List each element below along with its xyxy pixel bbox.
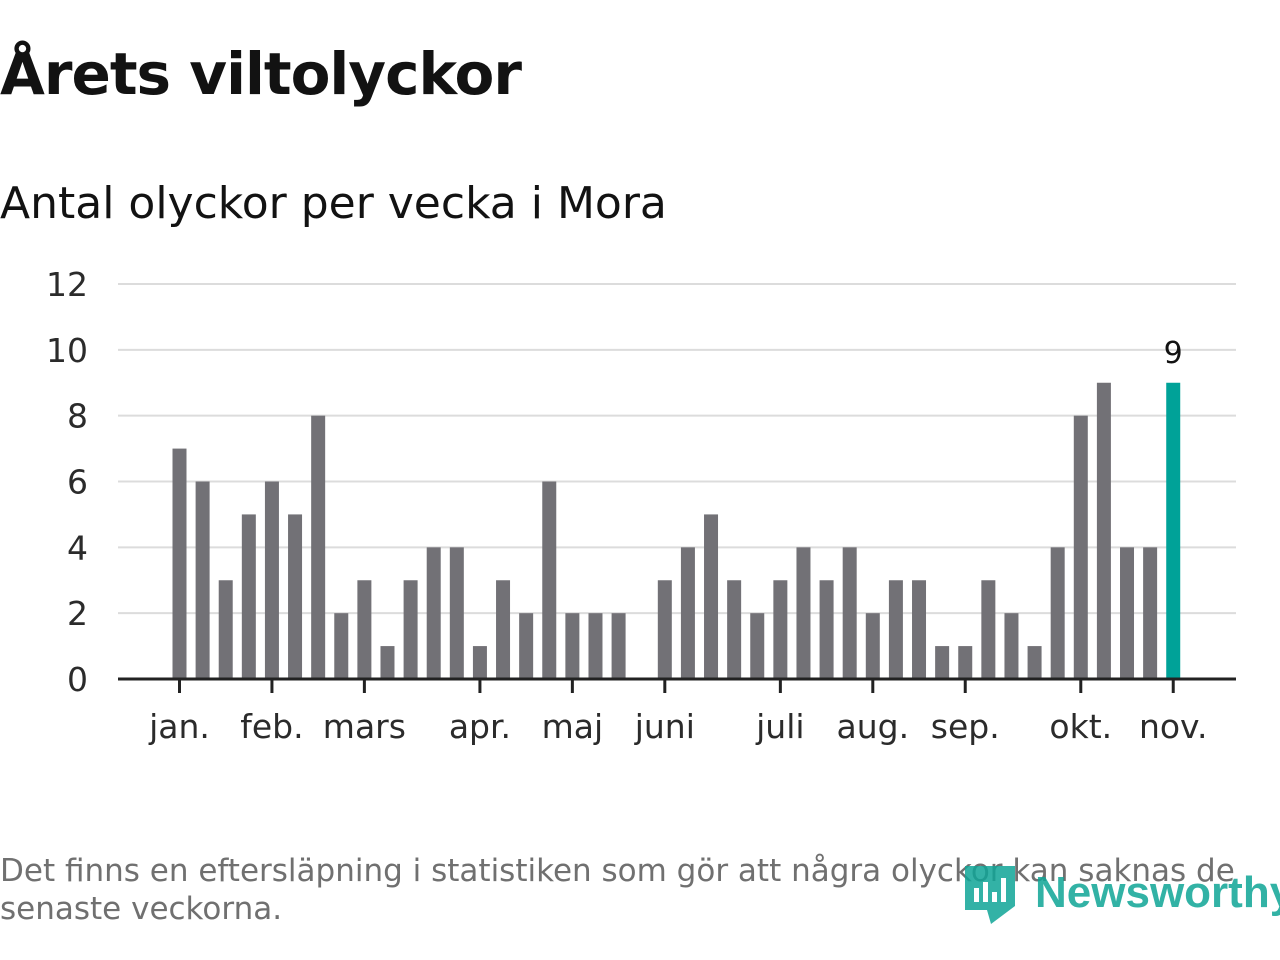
bar [357,580,372,679]
labels: 0 2 4 6 8 10 12 jan. feb. mars apr. maj juni juli aug.… [46,265,1208,746]
y-tick-label: 12 [46,265,88,304]
bar [542,481,557,679]
x-tick-label: feb. [240,707,303,746]
bar [1027,646,1042,679]
y-tick-label: 8 [67,397,88,436]
x-tick-label: apr. [449,707,511,746]
bar [611,613,626,679]
gridlines [118,283,1236,615]
bar [288,514,303,679]
chart-subtitle: Antal olyckor per vecka i Mora [0,178,667,229]
highlight-value-label: 9 [1164,336,1183,371]
x-tick-label: juli [755,707,804,746]
bar-highlight [1166,382,1181,679]
bar [1143,547,1158,679]
bar [472,646,487,679]
bar [218,580,233,679]
y-tick-label: 2 [67,594,88,633]
bar [704,514,719,679]
bar [264,481,279,679]
bars [172,382,1181,679]
x-axis [118,677,1236,693]
x-tick-label: mars [323,707,406,746]
x-tick-label: aug. [837,707,910,746]
bar [588,613,603,679]
bar [773,580,788,679]
bar [1004,613,1019,679]
bar [981,580,996,679]
x-tick-label: nov. [1139,707,1208,746]
bar [958,646,973,679]
bar [842,547,857,679]
bar [311,415,326,679]
bar [1073,415,1088,679]
bar [403,580,418,679]
bar [426,547,441,679]
bar [1096,382,1111,679]
bar [888,580,903,679]
bar [1050,547,1065,679]
bar [935,646,950,679]
footnote: Det finns en eftersläpning i statistiken… [0,853,1235,927]
bar [449,547,464,679]
bar [380,646,395,679]
bar [912,580,927,679]
bar [172,448,187,679]
bar [195,481,210,679]
chart-title: Årets viltolyckor [0,40,522,108]
x-tick-label: juni [634,707,695,746]
bar [865,613,880,679]
bar [657,580,672,679]
y-tick-label: 10 [46,331,88,370]
bar [496,580,511,679]
bar [680,547,695,679]
newsworthy-logo-icon [965,866,1015,924]
bar [750,613,765,679]
x-tick-label: jan. [148,707,210,746]
y-tick-label: 4 [67,528,88,567]
x-tick-label: okt. [1049,707,1112,746]
bar [565,613,580,679]
bar [334,613,349,679]
brand-name: Newsworthy [1035,868,1280,917]
bar [819,580,834,679]
bar [241,514,256,679]
y-tick-label: 0 [67,660,88,699]
bar [519,613,534,679]
bar [727,580,742,679]
bar [796,547,811,679]
bar [1120,547,1135,679]
bar-chart: 0 2 4 6 8 10 12 jan. feb. mars apr. maj juni juli aug.… [46,265,1236,746]
brand-logo-block: Newsworthy [965,862,1280,924]
y-tick-label: 6 [67,463,88,502]
x-tick-label: sep. [931,707,1000,746]
x-tick-label: maj [542,707,604,746]
